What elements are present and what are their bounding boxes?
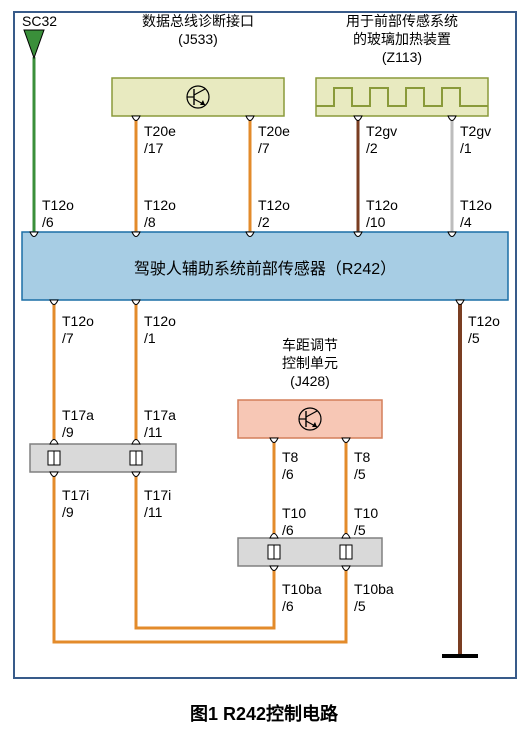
- svg-text:T12o: T12o: [62, 313, 94, 329]
- svg-text:T12o: T12o: [258, 197, 290, 213]
- svg-text:/5: /5: [354, 598, 366, 614]
- svg-text:的玻璃加热装置: 的玻璃加热装置: [353, 31, 451, 47]
- svg-text:/9: /9: [62, 504, 74, 520]
- svg-text:用于前部传感系统: 用于前部传感系统: [346, 13, 458, 29]
- svg-text:T10ba: T10ba: [354, 581, 394, 597]
- svg-text:/5: /5: [354, 522, 366, 538]
- svg-text:/2: /2: [258, 214, 270, 230]
- svg-text:T12o: T12o: [42, 197, 74, 213]
- svg-text:/5: /5: [468, 330, 480, 346]
- svg-text:T17i: T17i: [144, 487, 171, 503]
- svg-text:T12o: T12o: [460, 197, 492, 213]
- wiring-diagram: SC32 数据总线诊断接口 (J533) 用于前部传感系统的玻璃加热装置 (Z113) 驾…: [0, 0, 528, 742]
- svg-text:(Z113): (Z113): [382, 49, 422, 65]
- svg-text:/6: /6: [282, 466, 294, 482]
- svg-text:T10: T10: [354, 505, 378, 521]
- svg-text:/7: /7: [62, 330, 74, 346]
- svg-text:T8: T8: [282, 449, 299, 465]
- svg-text:T20e: T20e: [258, 123, 290, 139]
- svg-text:控制单元: 控制单元: [282, 355, 338, 371]
- svg-text:T12o: T12o: [144, 197, 176, 213]
- svg-text:/9: /9: [62, 424, 74, 440]
- svg-text:/6: /6: [282, 598, 294, 614]
- svg-text:驾驶人辅助系统前部传感器（R242）: 驾驶人辅助系统前部传感器（R242）: [134, 260, 396, 278]
- svg-text:T10ba: T10ba: [282, 581, 322, 597]
- svg-text:T12o: T12o: [144, 313, 176, 329]
- svg-text:/6: /6: [282, 522, 294, 538]
- svg-text:/17: /17: [144, 140, 164, 156]
- svg-text:/4: /4: [460, 214, 472, 230]
- svg-text:/10: /10: [366, 214, 386, 230]
- svg-text:/5: /5: [354, 466, 366, 482]
- svg-text:SC32: SC32: [22, 13, 57, 29]
- svg-text:T17a: T17a: [62, 407, 94, 423]
- svg-text:(J533): (J533): [178, 31, 218, 47]
- svg-text:/8: /8: [144, 214, 156, 230]
- svg-text:/11: /11: [144, 424, 163, 440]
- svg-text:T8: T8: [354, 449, 371, 465]
- svg-text:/11: /11: [144, 504, 163, 520]
- svg-text:/6: /6: [42, 214, 54, 230]
- svg-text:T2gv: T2gv: [366, 123, 397, 139]
- svg-text:T12o: T12o: [366, 197, 398, 213]
- svg-text:/1: /1: [144, 330, 156, 346]
- svg-text:T17i: T17i: [62, 487, 89, 503]
- connector-pins: [30, 116, 464, 571]
- svg-text:/1: /1: [460, 140, 472, 156]
- svg-text:/7: /7: [258, 140, 270, 156]
- svg-text:T10: T10: [282, 505, 306, 521]
- svg-text:/2: /2: [366, 140, 378, 156]
- figure-caption: 图1 R242控制电路: [190, 703, 339, 724]
- svg-text:T17a: T17a: [144, 407, 176, 423]
- svg-text:(J428): (J428): [290, 373, 330, 389]
- svg-text:车距调节: 车距调节: [282, 337, 338, 353]
- svg-text:T2gv: T2gv: [460, 123, 491, 139]
- svg-text:数据总线诊断接口: 数据总线诊断接口: [142, 13, 254, 29]
- svg-text:T12o: T12o: [468, 313, 500, 329]
- svg-text:T20e: T20e: [144, 123, 176, 139]
